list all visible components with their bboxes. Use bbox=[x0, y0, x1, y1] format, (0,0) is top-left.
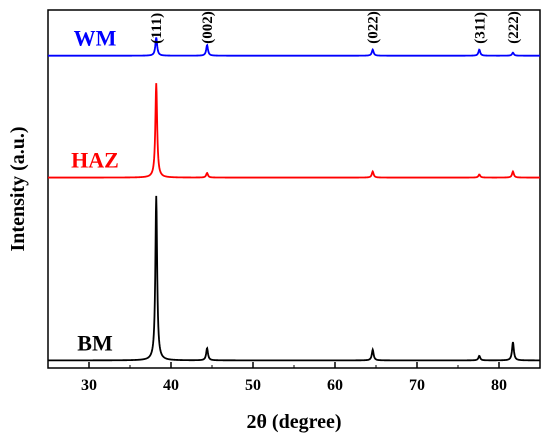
y-axis-label: Intensity (a.u.) bbox=[7, 126, 29, 251]
x-axis-label: 2θ (degree) bbox=[246, 411, 341, 433]
x-ticks: 30 40 50 60 70 80 bbox=[47, 362, 541, 394]
plot-frame bbox=[47, 9, 541, 369]
peak-label-0: (111) bbox=[149, 13, 165, 44]
series-label-wm: WM bbox=[74, 26, 117, 51]
series-wm-line bbox=[48, 37, 541, 57]
traces bbox=[48, 37, 541, 362]
x-tick-label-40: 40 bbox=[163, 377, 179, 394]
x-tick-label-80: 80 bbox=[491, 377, 507, 394]
peak-label-4: (222) bbox=[506, 11, 522, 44]
series-haz-line bbox=[48, 83, 540, 179]
peak-label-3: (311) bbox=[472, 12, 488, 44]
x-tick-label-60: 60 bbox=[327, 377, 343, 394]
peak-labels: (111) (002) (022) (311) (222) bbox=[149, 11, 522, 44]
peak-label-2: (022) bbox=[366, 11, 382, 44]
series-label-bm: BM bbox=[77, 330, 113, 355]
peak-label-1: (002) bbox=[200, 11, 216, 44]
x-tick-label-50: 50 bbox=[245, 377, 261, 394]
x-tick-label-70: 70 bbox=[409, 377, 425, 394]
series-labels: WM HAZ BM bbox=[71, 26, 119, 356]
series-label-haz: HAZ bbox=[71, 148, 119, 173]
x-tick-label-30: 30 bbox=[81, 377, 97, 394]
series-bm-line bbox=[48, 195, 540, 362]
